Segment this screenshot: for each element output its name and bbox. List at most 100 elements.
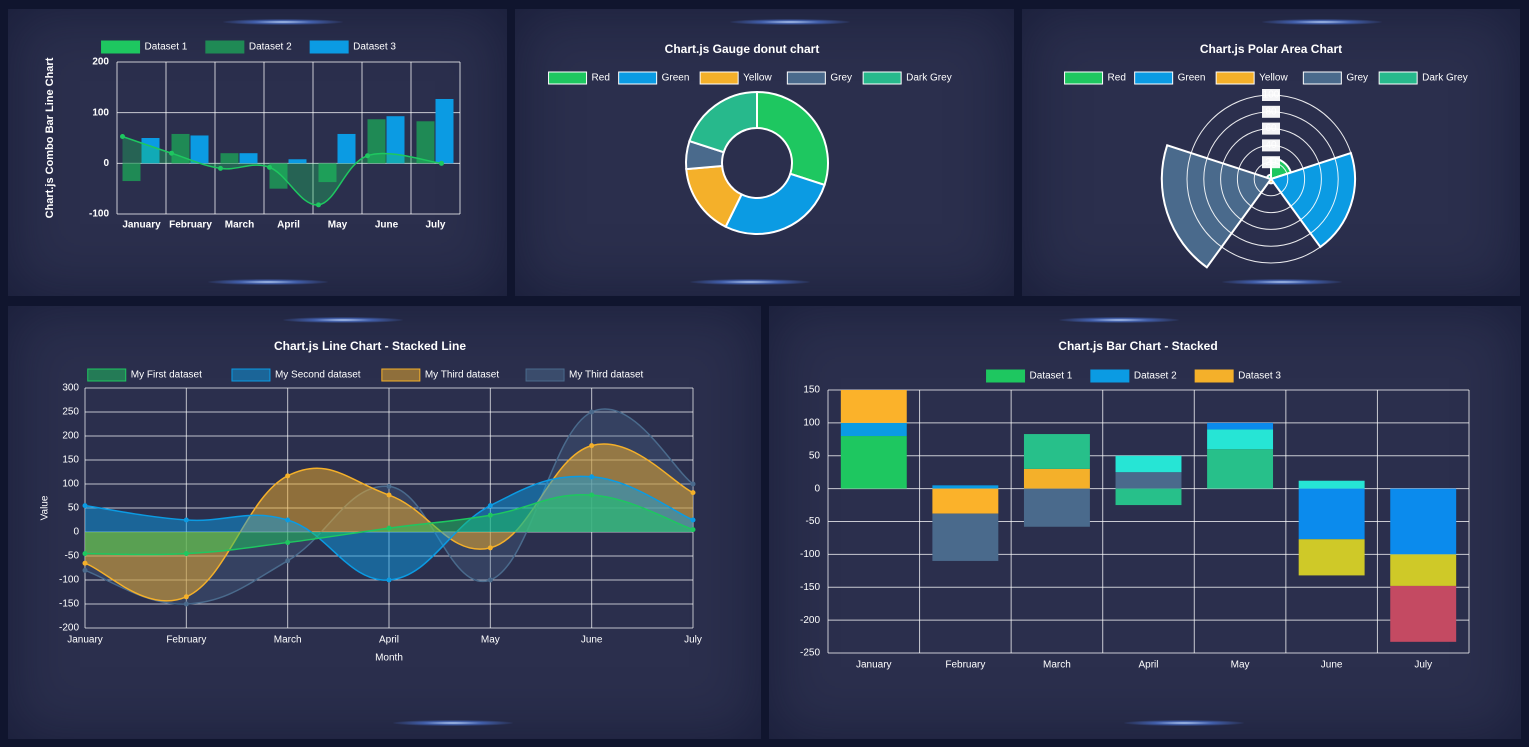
- x-axis-title: Month: [375, 653, 403, 664]
- x-tick-label: April: [1138, 660, 1158, 671]
- legend-label: Dataset 1: [1030, 371, 1073, 382]
- y-tick-label: 200: [92, 57, 109, 68]
- radial-tick-label: 60: [1265, 123, 1277, 134]
- legend-label: Dark Grey: [906, 73, 952, 84]
- legend-swatch: [381, 368, 421, 382]
- stacked-bar-segment: [1390, 554, 1457, 586]
- legend-swatch: [548, 71, 588, 85]
- combo-bar-line-chart: -100 0 100 200 January February March April May J…: [44, 40, 461, 231]
- chart-title: Chart.js Line Chart - Stacked Line: [274, 339, 466, 353]
- legend-label: Dataset 2: [249, 42, 292, 53]
- legend-swatch: [231, 368, 271, 382]
- stacked-bar-segment: [1023, 468, 1090, 489]
- legend-swatch: [618, 71, 658, 85]
- stacked-bar-segment: [1023, 488, 1090, 527]
- legend-swatch: [1378, 71, 1418, 85]
- stacked-bar-segment: [1390, 585, 1457, 642]
- legend-swatch: [525, 368, 565, 382]
- legend-label: Grey: [830, 73, 852, 84]
- legend-label: Dark Grey: [1422, 73, 1468, 84]
- line-point: [589, 474, 595, 480]
- line-point: [589, 443, 595, 449]
- y-tick-label: 150: [803, 385, 820, 396]
- stacked-bar-segment: [932, 513, 999, 561]
- bar: [190, 135, 209, 164]
- y-tick-label: 100: [92, 107, 109, 118]
- panel-top-glow: [730, 19, 850, 25]
- panel-bottom-glow: [393, 720, 513, 726]
- y-tick-label: 0: [103, 158, 109, 169]
- x-tick-label: February: [945, 660, 985, 671]
- legend-label: Red: [592, 73, 610, 84]
- polar-segment: [1160, 143, 1273, 269]
- line-point: [589, 492, 595, 498]
- y-tick-label: -200: [59, 623, 79, 634]
- stacked-bar-segment: [1207, 429, 1274, 450]
- y-axis-title: Value: [40, 495, 51, 520]
- chart-title: Chart.js Bar Chart - Stacked: [1058, 339, 1217, 353]
- line-point: [82, 567, 88, 573]
- line-point: [386, 492, 392, 498]
- y-tick-label: 50: [68, 503, 80, 514]
- legend-swatch: [87, 368, 127, 382]
- legend-swatch: [699, 71, 739, 85]
- line-point: [183, 517, 189, 523]
- line-point: [82, 503, 88, 509]
- x-tick-label: July: [425, 220, 445, 231]
- x-tick-label: June: [1321, 660, 1343, 671]
- y-tick-label: 300: [62, 383, 79, 394]
- polar-chart-panel: Chart.js Polar Area Chart Red Green Yellow G…: [1022, 9, 1520, 296]
- polar-area-chart: Chart.js Polar Area Chart Red Green Yellow G…: [1064, 42, 1468, 269]
- stacked-bar-segment: [840, 436, 907, 489]
- line-point: [218, 165, 223, 171]
- stacked-bar-segment: [932, 488, 999, 514]
- y-tick-label: 50: [809, 450, 821, 461]
- x-tick-label: April: [379, 635, 399, 646]
- legend-label: Red: [1108, 73, 1126, 84]
- panel-top-glow: [223, 19, 343, 25]
- series-area-fill: [85, 494, 693, 555]
- legend-swatch: [205, 40, 245, 54]
- x-tick-label: February: [166, 635, 206, 646]
- bar: [367, 119, 386, 164]
- bar: [386, 116, 405, 164]
- y-tick-label: 200: [62, 431, 79, 442]
- y-tick-label: 100: [803, 418, 820, 429]
- line-point: [267, 164, 272, 170]
- stacked-bar-panel: Chart.js Bar Chart - Stacked Dataset 1 Dat…: [769, 306, 1521, 739]
- legend-label: Dataset 1: [145, 42, 188, 53]
- bar: [171, 133, 190, 164]
- line-point: [386, 483, 392, 489]
- legend-swatch: [1090, 369, 1130, 383]
- y-tick-label: 0: [814, 483, 820, 494]
- line-point: [285, 473, 291, 479]
- y-tick-label: -50: [806, 516, 821, 527]
- legend-label: Green: [662, 73, 690, 84]
- line-point: [690, 481, 696, 487]
- x-tick-label: May: [1231, 660, 1250, 671]
- y-tick-label: 150: [62, 455, 79, 466]
- stacked-bar-segment: [1298, 480, 1365, 489]
- x-tick-label: March: [225, 220, 254, 231]
- x-tick-label: February: [169, 220, 212, 231]
- line-point: [690, 527, 696, 533]
- panel-bottom-glow: [690, 279, 810, 285]
- line-point: [589, 409, 595, 415]
- donut-slice: [724, 172, 826, 235]
- x-tick-label: June: [375, 220, 399, 231]
- panel-top-glow: [1262, 19, 1382, 25]
- stacked-bar-segment: [1298, 539, 1365, 576]
- stacked-bar-segment: [1207, 449, 1274, 489]
- x-tick-label: May: [481, 635, 500, 646]
- x-tick-label: May: [328, 220, 348, 231]
- donut-slice: [688, 90, 758, 154]
- legend-label: Grey: [1346, 73, 1368, 84]
- legend-label: My First dataset: [131, 370, 202, 381]
- x-tick-label: March: [274, 635, 302, 646]
- bar: [318, 163, 337, 183]
- stacked-bar-segment: [1115, 472, 1182, 489]
- legend-label: Dataset 3: [1238, 371, 1281, 382]
- stacked-bar-segment: [1390, 488, 1457, 555]
- radial-tick-backdrop: [1262, 156, 1280, 169]
- y-tick-label: 250: [62, 407, 79, 418]
